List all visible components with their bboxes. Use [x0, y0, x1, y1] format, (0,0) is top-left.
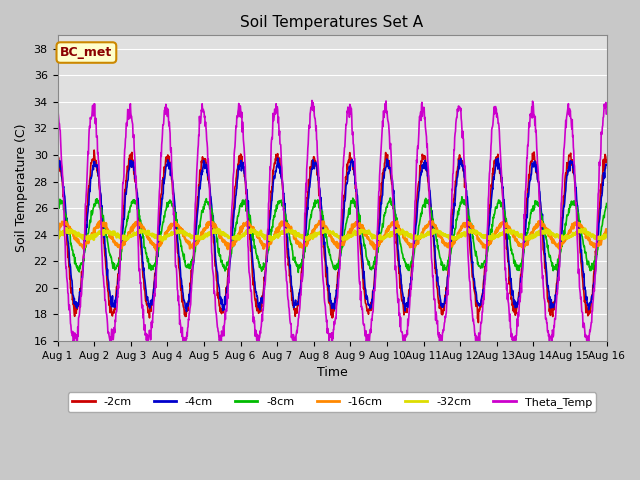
-32cm	[490, 235, 497, 241]
-4cm	[163, 164, 170, 169]
-32cm	[63, 226, 70, 231]
Theta_Temp	[538, 269, 546, 275]
-4cm	[182, 309, 190, 314]
-32cm	[54, 232, 61, 238]
Y-axis label: Soil Temperature (C): Soil Temperature (C)	[15, 124, 28, 252]
-2cm	[603, 157, 611, 163]
-32cm	[603, 232, 611, 238]
-4cm	[54, 168, 61, 174]
Line: -32cm: -32cm	[58, 228, 607, 240]
-2cm	[490, 169, 497, 175]
-2cm	[90, 147, 98, 153]
-32cm	[159, 238, 166, 243]
-32cm	[238, 234, 246, 240]
-16cm	[163, 231, 170, 237]
-16cm	[603, 228, 611, 234]
-2cm	[237, 156, 245, 162]
Theta_Temp	[176, 321, 184, 327]
Line: -4cm: -4cm	[58, 158, 607, 312]
-16cm	[538, 220, 546, 226]
Line: -16cm: -16cm	[58, 221, 607, 250]
-16cm	[152, 247, 160, 253]
-32cm	[538, 228, 546, 234]
Theta_Temp	[490, 112, 497, 118]
-16cm	[490, 234, 497, 240]
-4cm	[538, 215, 546, 221]
-4cm	[237, 168, 245, 174]
-32cm	[418, 232, 426, 238]
-8cm	[54, 198, 61, 204]
Theta_Temp	[237, 115, 245, 120]
-4cm	[603, 162, 611, 168]
Line: -8cm: -8cm	[58, 197, 607, 273]
-2cm	[176, 275, 184, 281]
-4cm	[176, 255, 184, 261]
-8cm	[294, 270, 302, 276]
-8cm	[458, 194, 466, 200]
Theta_Temp	[308, 97, 316, 103]
-16cm	[176, 227, 184, 232]
-16cm	[418, 230, 426, 236]
Theta_Temp	[54, 108, 61, 114]
Theta_Temp	[603, 111, 611, 117]
Theta_Temp	[163, 107, 170, 113]
-8cm	[538, 215, 546, 221]
Line: Theta_Temp: Theta_Temp	[58, 100, 607, 352]
-2cm	[474, 320, 482, 325]
-8cm	[490, 216, 497, 221]
-4cm	[274, 155, 282, 161]
-2cm	[54, 149, 61, 155]
Theta_Temp	[181, 349, 189, 355]
Text: BC_met: BC_met	[60, 46, 113, 59]
-32cm	[177, 228, 184, 233]
Theta_Temp	[418, 99, 426, 105]
-2cm	[418, 159, 426, 165]
-8cm	[163, 206, 170, 212]
-16cm	[316, 218, 323, 224]
-8cm	[237, 202, 245, 208]
-4cm	[418, 169, 426, 175]
-16cm	[54, 228, 61, 234]
Legend: -2cm, -4cm, -8cm, -16cm, -32cm, Theta_Temp: -2cm, -4cm, -8cm, -16cm, -32cm, Theta_Te…	[68, 393, 596, 412]
-16cm	[237, 229, 245, 235]
-4cm	[490, 174, 497, 180]
Title: Soil Temperatures Set A: Soil Temperatures Set A	[241, 15, 424, 30]
-8cm	[176, 236, 184, 241]
-32cm	[163, 233, 171, 239]
-2cm	[163, 154, 170, 159]
-8cm	[603, 201, 611, 206]
Line: -2cm: -2cm	[58, 150, 607, 323]
X-axis label: Time: Time	[317, 366, 348, 379]
-8cm	[418, 209, 426, 215]
-2cm	[538, 232, 546, 238]
